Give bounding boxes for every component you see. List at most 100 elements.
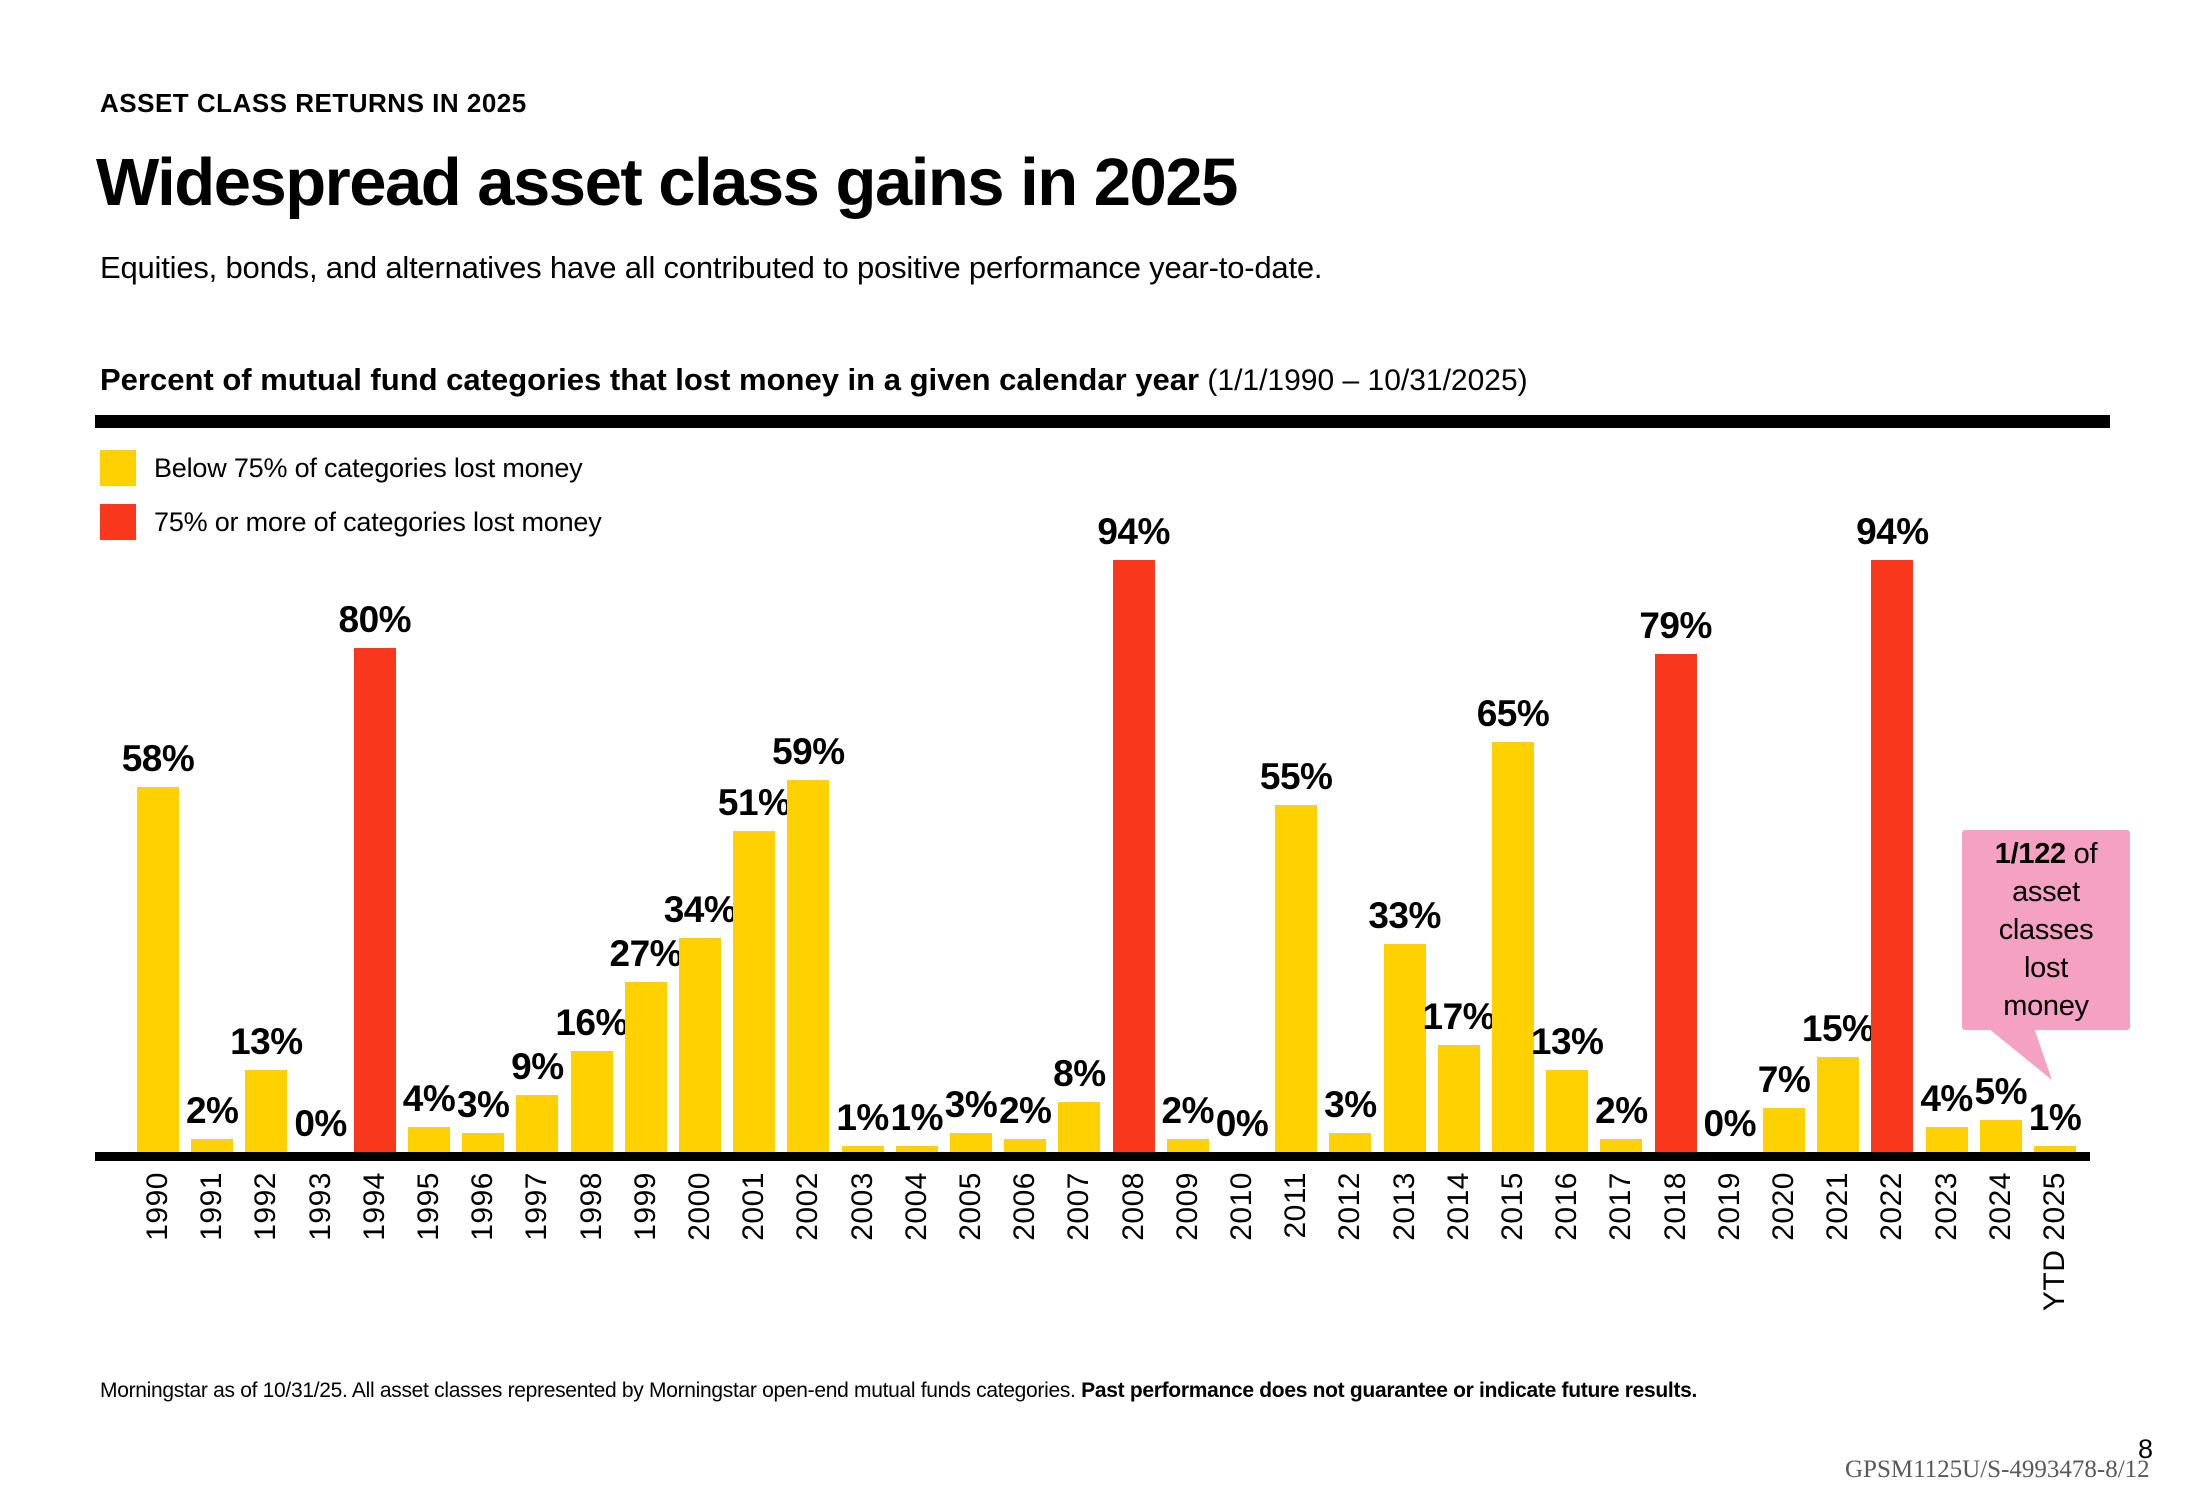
- bar-value-label: 2%: [1595, 1090, 1648, 1131]
- bar-1997: [516, 1095, 559, 1152]
- bar-2014: [1437, 1045, 1480, 1152]
- x-axis-label: 1999: [628, 1172, 662, 1241]
- bar-value-label: 0%: [294, 1103, 347, 1144]
- bar-2006: [1004, 1139, 1047, 1152]
- bar-2000: [679, 938, 721, 1152]
- bar-value-label: 7%: [1757, 1059, 1811, 1100]
- bar-value-label: 27%: [609, 933, 683, 974]
- bar-value-label: 9%: [511, 1046, 564, 1087]
- page-subtitle: Equities, bonds, and alternatives have a…: [100, 250, 1323, 285]
- footnote-source: Morningstar as of 10/31/25. All asset cl…: [100, 1379, 1082, 1402]
- x-axis-label: YTD 2025: [2038, 1172, 2071, 1312]
- chart-title-period: (1/1/1990 – 10/31/2025): [1199, 364, 1528, 397]
- bar-value-label: 55%: [1259, 756, 1333, 797]
- legend-label-75-or-more: 75% or more of categories lost money: [154, 506, 602, 537]
- bar-value-label: 94%: [1097, 511, 1170, 552]
- bar-value-label: 5%: [1974, 1071, 2028, 1112]
- bar-value-label: 34%: [663, 889, 737, 930]
- page-number: 8: [2138, 1434, 2154, 1464]
- callout-line-1: 1/122 of: [1962, 835, 2130, 873]
- bar-2012: [1329, 1133, 1372, 1152]
- bar-value-label: 13%: [230, 1021, 303, 1062]
- bar-1992: [245, 1070, 288, 1152]
- x-axis-label: 2015: [1496, 1172, 1529, 1241]
- x-axis-label: 2010: [1225, 1172, 1258, 1241]
- callout-line-4: lost: [2024, 952, 2068, 984]
- bar-2015: [1492, 742, 1534, 1152]
- x-axis-label: 2006: [1008, 1172, 1042, 1241]
- x-axis-label: 2008: [1116, 1172, 1150, 1241]
- callout-line-5: money: [2003, 990, 2089, 1022]
- x-axis-label: 2009: [1170, 1172, 1204, 1241]
- source-footnote: Morningstar as of 10/31/25. All asset cl…: [100, 1379, 1697, 1403]
- legend-item-75-or-more: 75% or more of categories lost money: [100, 504, 602, 540]
- x-axis-label: 1991: [195, 1172, 229, 1241]
- bar-value-label: 1%: [836, 1097, 889, 1138]
- bar-value-label: 13%: [1530, 1021, 1604, 1062]
- bar-2017: [1600, 1139, 1643, 1152]
- bar-value-label: 2%: [998, 1090, 1052, 1131]
- eyebrow-kicker: ASSET CLASS RETURNS IN 2025: [100, 88, 527, 118]
- bar-2011: [1275, 805, 1318, 1152]
- bar-2005: [950, 1133, 992, 1152]
- legend-item-below-75: Below 75% of categories lost money: [100, 450, 583, 486]
- x-axis-baseline: [95, 1152, 2090, 1161]
- callout-bubble: 1/122 of asset classes lost money: [1962, 830, 2130, 1030]
- bar-value-label: 4%: [402, 1078, 456, 1119]
- legend-label-below-75: Below 75% of categories lost money: [154, 452, 583, 483]
- bar-value-label: 3%: [944, 1084, 998, 1125]
- bar-2018: [1654, 654, 1697, 1152]
- x-axis-label: 2023: [1929, 1172, 1963, 1241]
- bar-value-label: 3%: [456, 1084, 510, 1125]
- bar-2013: [1383, 944, 1426, 1152]
- bar-2020: [1763, 1108, 1805, 1152]
- x-axis-label: 2013: [1387, 1172, 1421, 1241]
- bar-value-label: 3%: [1324, 1084, 1377, 1125]
- x-axis-label: 1994: [357, 1172, 391, 1241]
- bar-value-label: 2%: [1161, 1090, 1215, 1131]
- bar-value-label: 1%: [890, 1097, 944, 1138]
- bar-2007: [1058, 1102, 1101, 1152]
- x-axis-label: 2024: [1983, 1172, 2017, 1241]
- x-axis-label: 2003: [845, 1172, 879, 1241]
- x-axis-label: 1998: [574, 1172, 608, 1241]
- bar-2002: [787, 780, 830, 1152]
- x-axis-label: 1993: [303, 1172, 337, 1241]
- x-axis-label: 2007: [1062, 1172, 1096, 1241]
- bar-value-label: 80%: [338, 599, 412, 640]
- bar-2009: [1166, 1139, 1209, 1152]
- callout-line-3: classes: [1998, 914, 2094, 946]
- x-axis-label: 1990: [141, 1172, 174, 1241]
- x-axis-label: 2004: [899, 1172, 933, 1241]
- bar-1994: [353, 648, 396, 1152]
- x-axis-label: 1995: [412, 1172, 445, 1241]
- bar-2022: [1871, 560, 1914, 1152]
- bar-value-label: 8%: [1053, 1053, 1106, 1094]
- x-axis-label: 2011: [1279, 1172, 1313, 1239]
- callout-value: 1/122: [1994, 838, 2066, 870]
- bar-2001: [733, 831, 776, 1152]
- bar-value-label: 58%: [121, 738, 195, 779]
- x-axis-label: 1997: [520, 1172, 554, 1241]
- bar-value-label: 0%: [1215, 1103, 1269, 1144]
- x-axis-label: 2019: [1712, 1172, 1746, 1241]
- bar-ytd-2025: [2034, 1146, 2076, 1152]
- bar-2004: [895, 1146, 938, 1152]
- bar-value-label: 2%: [185, 1090, 239, 1131]
- bar-value-label: 59%: [772, 731, 845, 772]
- document-id: GPSM1125U/S-4993478-8/12: [1845, 1456, 2150, 1483]
- x-axis-label: 2014: [1441, 1172, 1475, 1241]
- bar-value-label: 0%: [1703, 1103, 1757, 1144]
- chart-title-main: Percent of mutual fund categories that l…: [100, 362, 1200, 397]
- bar-1990: [137, 787, 179, 1152]
- x-axis-label: 2018: [1658, 1172, 1692, 1241]
- bar-value-label: 17%: [1422, 996, 1496, 1037]
- page-title: Widespread asset class gains in 2025: [96, 145, 1238, 220]
- bar-value-label: 33%: [1368, 895, 1441, 936]
- x-axis-label: 2016: [1550, 1172, 1584, 1241]
- bar-value-label: 16%: [555, 1002, 628, 1043]
- bar-2021: [1817, 1057, 1860, 1152]
- legend-swatch-red: [100, 504, 136, 540]
- legend-swatch-yellow: [100, 450, 136, 486]
